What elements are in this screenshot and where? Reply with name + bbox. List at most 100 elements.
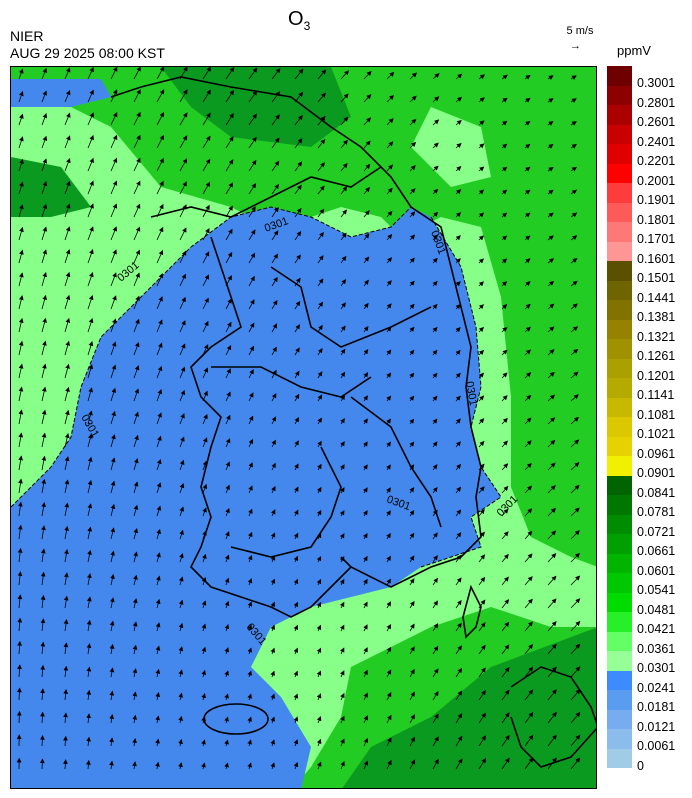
wind-vector xyxy=(293,670,299,678)
wind-vector xyxy=(570,484,580,494)
wind-vector xyxy=(316,601,322,609)
wind-vector xyxy=(478,690,486,701)
wind-vector xyxy=(570,734,581,747)
legend-label: 0 xyxy=(637,758,644,773)
wind-vector xyxy=(156,273,163,287)
wind-vector xyxy=(179,204,187,218)
wind-vector xyxy=(271,393,277,402)
wind-vector xyxy=(225,368,231,379)
wind-vector xyxy=(340,761,345,770)
wind-vector xyxy=(547,303,555,310)
wind-vector xyxy=(478,97,485,103)
wind-vector xyxy=(501,74,508,80)
wind-vector xyxy=(17,524,23,540)
wind-vector xyxy=(110,249,117,264)
wind-vector xyxy=(132,738,137,747)
wind-vector xyxy=(109,714,115,724)
legend-swatch xyxy=(607,612,632,632)
wind-vector xyxy=(547,553,557,563)
legend-swatch xyxy=(607,144,632,164)
wind-vector xyxy=(271,67,281,80)
wind-vector xyxy=(339,487,345,494)
wind-vector xyxy=(386,395,392,402)
wind-vector xyxy=(87,410,93,425)
wind-vector xyxy=(317,417,322,425)
wind-vector xyxy=(547,121,554,126)
wind-vector xyxy=(386,280,392,287)
wind-vector xyxy=(317,440,322,448)
wind-vector xyxy=(339,601,345,609)
wind-vector xyxy=(156,458,162,471)
wind-vector xyxy=(478,235,484,241)
wind-vector xyxy=(271,183,279,195)
wind-vector xyxy=(524,97,531,103)
wind-vector xyxy=(386,257,393,264)
wind-vector xyxy=(363,140,371,149)
wind-vector xyxy=(133,157,141,172)
map-title: O3 xyxy=(288,8,310,33)
wind-vector xyxy=(501,757,510,770)
wind-vector xyxy=(501,143,508,149)
wind-vector xyxy=(501,120,508,126)
wind-vector xyxy=(18,113,24,126)
wind-vector xyxy=(547,485,556,494)
wind-vector xyxy=(432,555,438,563)
wind-vector xyxy=(16,687,22,701)
wind-vector xyxy=(156,528,161,540)
wind-vector xyxy=(409,211,416,218)
wind-vector xyxy=(455,486,462,494)
wind-vector xyxy=(248,67,258,80)
wind-vector xyxy=(179,273,186,287)
wind-vector xyxy=(363,715,368,724)
wind-vector xyxy=(248,345,254,356)
wind-vector xyxy=(133,481,139,494)
wind-vector xyxy=(455,690,463,701)
wind-vector xyxy=(340,348,346,356)
legend-label: 0.0541 xyxy=(637,583,676,597)
legend-label: 0.1261 xyxy=(637,349,676,363)
wind-vector xyxy=(317,185,325,195)
wind-vector xyxy=(478,258,484,264)
legend-label: 0.1321 xyxy=(637,329,676,344)
wind-vector xyxy=(225,414,231,425)
wind-vector xyxy=(133,411,139,425)
wind-vector xyxy=(41,90,47,103)
wind-vector xyxy=(478,508,485,517)
wind-vector xyxy=(179,436,185,448)
wind-vector xyxy=(455,554,462,563)
wind-vector xyxy=(317,162,325,172)
wind-vector xyxy=(386,141,394,149)
wind-vector xyxy=(455,372,461,379)
wind-vector xyxy=(340,441,345,448)
wind-vector xyxy=(455,119,462,126)
wind-vector xyxy=(271,346,277,356)
wind-vector xyxy=(317,69,327,80)
wind-vector xyxy=(570,235,578,241)
wind-vector xyxy=(432,326,438,333)
wind-vector xyxy=(386,94,395,103)
wind-vector xyxy=(432,623,439,632)
wind-vector xyxy=(271,253,279,264)
wind-vector xyxy=(270,670,275,678)
wind-vector xyxy=(570,303,578,310)
wind-vector xyxy=(547,75,554,80)
wind-vector xyxy=(432,234,438,241)
wind-vector xyxy=(570,462,580,471)
wind-vector xyxy=(87,479,93,494)
wind-vector xyxy=(87,503,93,517)
wind-vector xyxy=(156,365,163,379)
wind-vector xyxy=(110,89,118,103)
legend-label: 0.1701 xyxy=(637,232,676,246)
wind-vector xyxy=(478,735,486,747)
wind-vector xyxy=(155,715,160,724)
wind-vector xyxy=(547,235,554,241)
wind-vector xyxy=(133,388,140,402)
wind-vector xyxy=(41,478,47,494)
wind-vector xyxy=(524,598,533,609)
wind-vector xyxy=(340,116,349,126)
wind-vector xyxy=(110,364,117,379)
wind-vector xyxy=(386,303,392,310)
wind-vector xyxy=(17,594,23,609)
wind-vector xyxy=(109,690,115,701)
wind-vector xyxy=(248,183,257,195)
